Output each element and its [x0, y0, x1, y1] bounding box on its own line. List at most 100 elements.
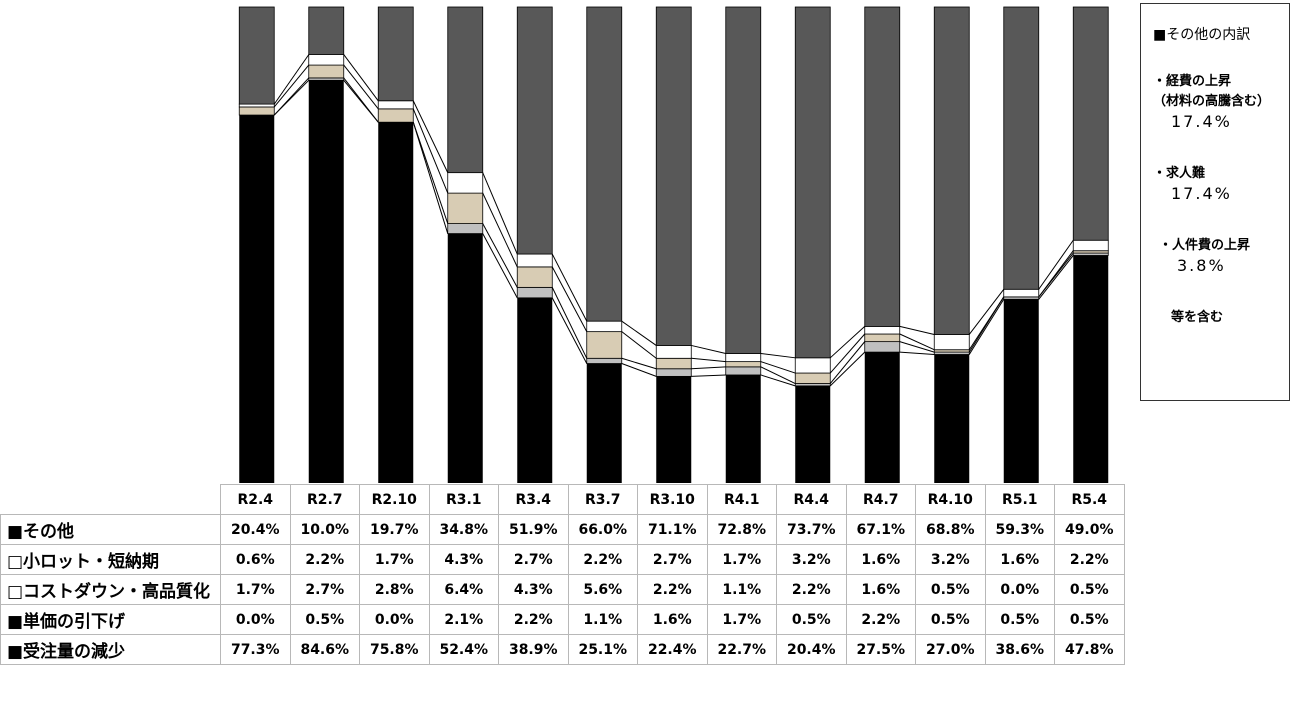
- bar-segment-2-R4-4: [794, 372, 831, 384]
- bar-segment-3-R2-7: [308, 54, 345, 66]
- series-line-4-9: [899, 325, 935, 335]
- series-name: ■単価の引下げ: [0, 604, 221, 635]
- data-label: 51.9%: [498, 514, 569, 545]
- bar-segment-0-R3-4: [517, 297, 553, 483]
- bar-segment-0-R5-4: [1073, 255, 1109, 483]
- data-label: 72.8%: [706, 514, 777, 545]
- series-line-4-1: [343, 54, 379, 102]
- bar-segment-4-R5-4: [1072, 6, 1109, 241]
- bar-segment-2-R4-1: [725, 361, 762, 368]
- data-table: R2.4 R2.7 R2.10 R3.1 R3.4 R3.7 R3.10 R4.1 R4.4 R4…: [0, 484, 1125, 665]
- data-label: 5.6%: [567, 574, 638, 605]
- series-line-3-3: [482, 192, 518, 268]
- note-item-hiring-value: 17.4%: [1171, 184, 1232, 203]
- data-label: 27.0%: [915, 634, 986, 665]
- series-line-2-4: [551, 287, 588, 359]
- bar-segment-4-R3-4: [516, 6, 553, 255]
- data-label: 38.6%: [984, 634, 1055, 665]
- data-label: 2.1%: [428, 604, 499, 635]
- category-label: R3.4: [498, 484, 569, 515]
- series-line-1-3: [482, 233, 518, 299]
- bar-segment-2-R2-7: [308, 64, 345, 79]
- series-line-2-5: [621, 357, 657, 370]
- series-line-1-10: [968, 298, 1005, 355]
- series-line-3-8: [829, 333, 866, 374]
- bar-segment-0-R2-7: [308, 80, 344, 483]
- bar-segment-3-R4-4: [794, 357, 831, 374]
- data-label: 1.7%: [706, 604, 777, 635]
- data-label: 77.3%: [220, 634, 291, 665]
- data-label: 20.4%: [776, 634, 847, 665]
- series-line-1-5: [621, 363, 657, 377]
- data-label: 4.3%: [498, 574, 569, 605]
- data-label: 2.7%: [637, 544, 708, 575]
- bar-segment-2-R2-10: [377, 108, 414, 123]
- bar-segment-4-R3-10: [655, 6, 692, 346]
- data-label: 25.1%: [567, 634, 638, 665]
- category-label: R2.4: [220, 484, 291, 515]
- data-label: 1.1%: [567, 604, 638, 635]
- bar-segment-2-R3-10: [655, 357, 692, 370]
- bar-segment-0-R3-10: [656, 376, 692, 483]
- bar-segment-4-R4-10: [933, 6, 970, 335]
- note-item-labor-label: ・人件費の上昇: [1159, 238, 1251, 253]
- data-label: 3.2%: [776, 544, 847, 575]
- bar-segment-4-R2-7: [308, 6, 345, 55]
- bar-segment-3-R2-10: [377, 100, 414, 110]
- bar-segment-0-R2-4: [239, 115, 275, 483]
- series-line-2-6: [691, 366, 726, 370]
- category-label: R5.4: [1054, 484, 1125, 515]
- series-line-1-9: [899, 351, 935, 355]
- note-item-hiring-label: ・求人難: [1153, 166, 1206, 181]
- bar-segment-0-R4-1: [725, 374, 761, 483]
- data-label: 22.4%: [637, 634, 708, 665]
- breakdown-note-box: ■その他の内訳 ・経費の上昇 （材料の高騰含む） 17.4% ・求人難 17.4…: [1140, 3, 1290, 401]
- data-label: 2.2%: [567, 544, 638, 575]
- category-label: R2.7: [289, 484, 360, 515]
- data-label: 3.2%: [915, 544, 986, 575]
- data-label: 10.0%: [289, 514, 360, 545]
- bar-segment-3-R4-7: [864, 325, 901, 335]
- series-line-3-5: [621, 331, 657, 359]
- data-label: 22.7%: [706, 634, 777, 665]
- note-title: ■その他の内訳: [1153, 27, 1251, 43]
- table-row: ■受注量の減少 77.3% 84.6% 75.8% 52.4% 38.9% 25.1% 22.…: [0, 634, 1125, 665]
- data-label: 27.5%: [845, 634, 916, 665]
- data-label: 0.0%: [984, 574, 1055, 605]
- series-line-2-2: [412, 122, 449, 224]
- series-line-2-3: [482, 223, 518, 288]
- bar-segment-4-R4-4: [794, 6, 831, 359]
- note-item-labor-value: 3.8%: [1177, 256, 1226, 275]
- series-line-4-6: [691, 344, 726, 355]
- table-header-row: R2.4 R2.7 R2.10 R3.1 R3.4 R3.7 R3.10 R4.1 R4.4 R4…: [1, 484, 1125, 515]
- bar-segment-0-R5-1: [1003, 299, 1039, 483]
- data-label: 75.8%: [359, 634, 430, 665]
- category-label: R3.10: [637, 484, 708, 515]
- series-name: ■受注量の減少: [0, 634, 221, 665]
- series-line-2-8: [829, 341, 866, 384]
- series-line-4-0: [273, 54, 310, 105]
- data-label: 2.2%: [637, 574, 708, 605]
- category-label: R3.7: [567, 484, 638, 515]
- bar-segment-1-R3-4: [516, 286, 553, 299]
- series-line-3-2: [412, 108, 449, 194]
- bar-segment-1-R4-7: [864, 341, 901, 353]
- bar-segment-3-R3-4: [516, 253, 553, 268]
- bar-segment-0-R4-4: [795, 385, 831, 483]
- bar-segment-1-R4-1: [725, 366, 762, 376]
- bar-segment-0-R3-7: [586, 363, 622, 483]
- bar-segment-4-R5-1: [1003, 6, 1040, 290]
- table-row: ■単価の引下げ 0.0% 0.5% 0.0% 2.1% 2.2% 1.1% 1.6% 1.7% 0…: [0, 604, 1125, 635]
- data-label: 67.1%: [845, 514, 916, 545]
- bar-segment-2-R3-7: [586, 331, 623, 359]
- table-row: □コストダウン・高品質化 1.7% 2.7% 2.8% 6.4% 4.3% 5.6% 2.2%…: [0, 574, 1125, 605]
- category-label: R4.10: [915, 484, 986, 515]
- category-label: R4.4: [776, 484, 847, 515]
- data-label: 0.5%: [289, 604, 360, 635]
- bar-segment-4-R3-7: [586, 6, 623, 322]
- data-label: 0.5%: [915, 604, 986, 635]
- data-label: 2.7%: [498, 544, 569, 575]
- bar-segment-1-R3-7: [586, 357, 623, 364]
- series-name: ■その他: [0, 514, 221, 545]
- bar-segment-3-R5-1: [1003, 288, 1040, 298]
